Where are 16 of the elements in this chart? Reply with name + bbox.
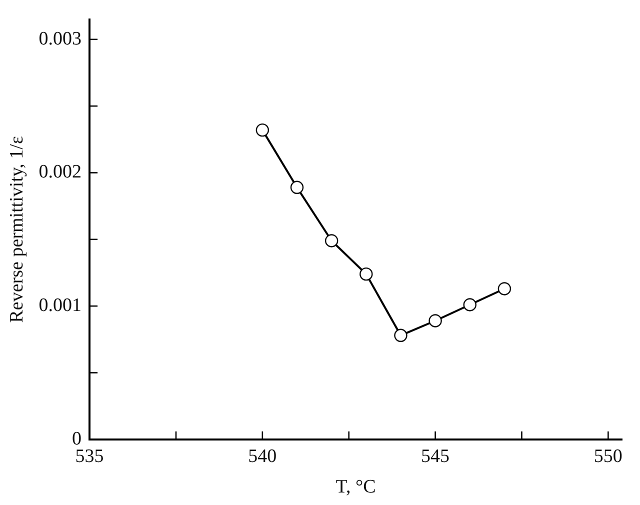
point xyxy=(463,298,476,312)
point xyxy=(498,282,512,296)
y-axis-title: Reverse permittivity, 1/ε xyxy=(6,136,28,323)
x-tick-label: 545 xyxy=(421,446,450,467)
point xyxy=(394,328,408,342)
point xyxy=(290,180,304,194)
x-tick-label: 540 xyxy=(248,446,277,467)
x-axis-title: T, °C xyxy=(336,476,376,498)
y-tick-label: 0.002 xyxy=(38,162,82,183)
x-tick-label: 550 xyxy=(594,446,622,467)
point xyxy=(360,267,373,281)
point xyxy=(324,234,338,248)
point xyxy=(428,314,442,328)
y-tick-label: 0.001 xyxy=(38,295,82,316)
point xyxy=(256,123,270,137)
y-tick-label: 0.003 xyxy=(38,28,82,50)
